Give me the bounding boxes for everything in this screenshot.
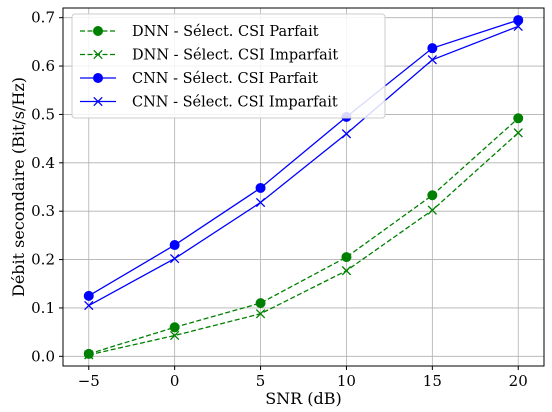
data-point-stroke: [84, 300, 94, 311]
data-point-stroke: [427, 205, 437, 215]
legend-item: DNN - Sélect. CSI Imparfait: [80, 48, 338, 64]
data-point-stroke: [170, 330, 180, 341]
y-tick-label: 0.0: [31, 347, 55, 365]
data-point: [341, 252, 352, 263]
x-tick-label: 0: [170, 372, 180, 390]
series-line: [88, 132, 519, 356]
legend-item: DNN - Sélect. CSI Parfait: [80, 24, 319, 40]
data-point: [513, 15, 524, 26]
data-point: [255, 182, 266, 193]
data-point-stroke: [427, 55, 437, 65]
data-point: [513, 128, 523, 138]
data-point: [83, 290, 94, 301]
data-point: [513, 113, 524, 124]
data-point: [93, 49, 103, 60]
series-3: [83, 15, 524, 301]
legend-item: CNN - Sélect. CSI Imparfait: [80, 95, 338, 111]
series-layer: [83, 15, 524, 360]
data-point-stroke: [93, 96, 103, 107]
data-point: [427, 43, 438, 54]
data-point: [427, 205, 437, 215]
x-tick-label: −5: [78, 372, 100, 390]
data-point: [93, 73, 103, 83]
series-2: [84, 128, 523, 360]
data-point: [84, 300, 94, 311]
data-point-stroke: [170, 253, 180, 264]
data-point: [170, 330, 180, 341]
series-line: [88, 25, 519, 307]
data-point-stroke: [255, 309, 266, 319]
legend-item: CNN - Sélect. CSI Parfait: [80, 71, 318, 87]
data-point-stroke: [341, 129, 352, 139]
data-point: [169, 240, 180, 251]
data-point: [93, 26, 103, 36]
data-point: [255, 298, 266, 309]
legend-box: [71, 13, 386, 119]
y-tick-label: 0.2: [31, 251, 55, 269]
data-point: [170, 253, 180, 264]
series-line: [88, 19, 519, 297]
x-tick-label: 5: [256, 372, 266, 390]
x-tick-label: 20: [509, 372, 528, 390]
y-tick-label: 0.1: [31, 299, 55, 317]
x-axis-title: SNR (dB): [265, 389, 342, 408]
y-tick-label: 0.5: [31, 105, 55, 123]
legend-label: DNN - Sélect. CSI Imparfait: [132, 48, 338, 64]
data-point-stroke: [341, 266, 352, 276]
data-point: [427, 55, 437, 65]
y-tick-label: 0.7: [31, 9, 55, 27]
plot-frame: [62, 7, 545, 367]
x-tick-label: 10: [337, 372, 356, 390]
data-point: [84, 350, 94, 360]
y-tick-label: 0.6: [31, 57, 55, 75]
data-point: [341, 129, 352, 139]
data-point: [341, 266, 352, 276]
ticks: −5 0 5 10 15 20 0.0 0.1 0.2 0.3 0.4 0.5 0.6 0.7: [31, 9, 528, 390]
legend-label: CNN - Sélect. CSI Imparfait: [132, 95, 338, 111]
data-point: [255, 309, 266, 319]
data-point: [93, 96, 103, 107]
y-tick-label: 0.4: [31, 154, 55, 172]
data-point-stroke: [93, 49, 103, 60]
data-point: [427, 190, 438, 201]
series-line: [88, 117, 519, 355]
data-point-stroke: [513, 21, 523, 32]
data-point-stroke: [255, 197, 266, 208]
legend-label: DNN - Sélect. CSI Parfait: [132, 24, 319, 40]
data-point: [255, 197, 266, 208]
data-point-stroke: [513, 128, 523, 138]
legend-label: CNN - Sélect. CSI Parfait: [132, 71, 318, 87]
y-tick-label: 0.3: [31, 202, 55, 220]
series-1: [83, 113, 524, 359]
data-point: [169, 322, 180, 333]
legend: DNN - Sélect. CSI Parfait DNN - Sélect. C…: [71, 13, 386, 119]
data-point: [513, 21, 523, 32]
y-axis-title: Débit secondaire (Bit/s/Hz): [9, 77, 28, 297]
x-tick-label: 15: [423, 372, 442, 390]
series-4: [84, 21, 523, 311]
data-point-stroke: [84, 350, 94, 360]
